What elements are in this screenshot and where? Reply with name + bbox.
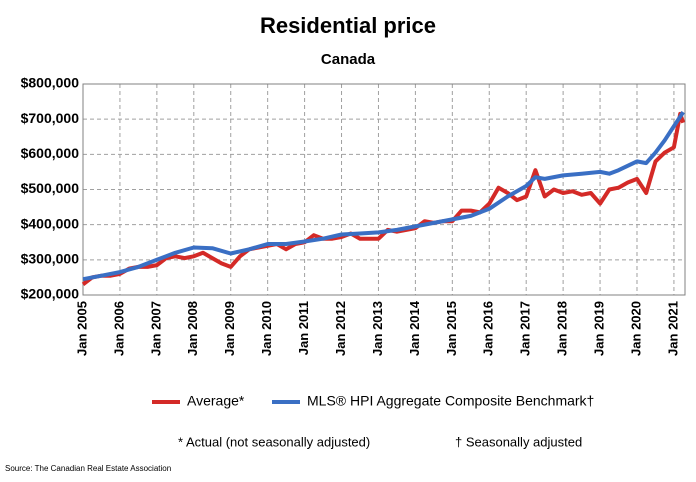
source: Source: The Canadian Real Estate Associa… (5, 464, 171, 473)
footnote: † Seasonally adjusted (455, 434, 582, 449)
x-tick-label: Jan 2009 (222, 301, 237, 356)
x-tick-label: Jan 2018 (555, 301, 570, 356)
x-tick-label: Jan 2013 (370, 301, 385, 356)
x-tick-label: Jan 2019 (591, 301, 606, 356)
footnote: * Actual (not seasonally adjusted) (178, 434, 370, 449)
y-tick-label: $200,000 (21, 286, 80, 302)
x-tick-label: Jan 2016 (481, 301, 496, 356)
y-tick-label: $600,000 (21, 145, 80, 161)
x-tick-label: Jan 2005 (74, 301, 89, 356)
x-tick-label: Jan 2014 (407, 300, 422, 356)
x-tick-label: Jan 2006 (111, 301, 126, 356)
chart-title: Residential price (260, 13, 436, 38)
plot-frame (82, 83, 686, 296)
series-line (81, 111, 686, 286)
y-tick-label: $500,000 (21, 180, 80, 196)
y-tick-label: $300,000 (21, 251, 80, 267)
x-tick-label: Jan 2010 (259, 301, 274, 356)
y-tick-label: $400,000 (21, 215, 80, 231)
x-tick-label: Jan 2015 (444, 301, 459, 356)
x-tick-label: Jan 2011 (296, 301, 311, 355)
x-tick-label: Jan 2020 (628, 301, 643, 356)
series-line (82, 110, 685, 282)
legend-label: Average* (187, 393, 245, 409)
x-tick-label: Jan 2008 (185, 301, 200, 356)
x-tick-label: Jan 2012 (333, 301, 348, 356)
x-tick-label: Jan 2021 (665, 301, 680, 356)
y-tick-label: $800,000 (21, 75, 80, 91)
legend-label: MLS® HPI Aggregate Composite Benchmark† (307, 393, 594, 409)
x-tick-label: Jan 2017 (518, 301, 533, 356)
y-tick-label: $700,000 (21, 110, 80, 126)
x-tick-label: Jan 2007 (148, 301, 163, 356)
chart-subtitle: Canada (321, 51, 376, 68)
